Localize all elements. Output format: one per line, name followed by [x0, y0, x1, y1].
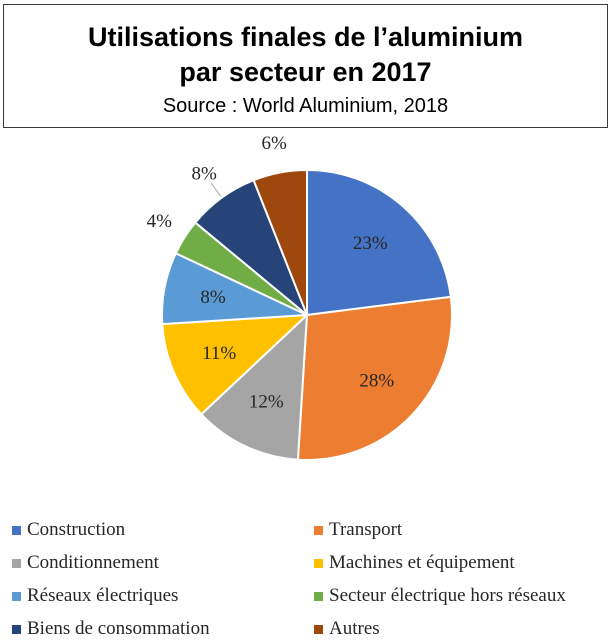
data-label-conditionnement: 12% — [249, 392, 284, 413]
data-label-machines-et-equipement: 11% — [202, 343, 236, 364]
chart-legend: Construction Transport Conditionnement Mach… — [0, 512, 614, 642]
legend-label: Conditionnement — [27, 552, 159, 573]
legend-swatch — [314, 558, 323, 568]
legend-swatch — [314, 525, 323, 535]
legend-label: Biens de consommation — [27, 618, 210, 639]
legend-item-transport: Transport — [314, 518, 402, 542]
legend-label: Construction — [27, 519, 126, 540]
chart-source: Source : World Aluminium, 2018 — [162, 95, 449, 117]
data-label-transport: 28% — [359, 371, 394, 392]
pie-chart: 23% 28% 12% 11% 8% 4% 8% 6% — [147, 133, 453, 461]
legend-swatch — [314, 591, 323, 601]
pie-slice-autres — [252, 168, 308, 316]
legend-swatch — [12, 591, 21, 601]
pie-slice-conditionnement — [199, 312, 309, 461]
legend-label: Autres — [329, 618, 380, 639]
chart-title-line-1: Utilisations finales de l’aluminium — [87, 22, 524, 52]
data-label-secteur-electrique-hors-reseaux: 4% — [147, 211, 173, 232]
data-label-autres: 6% — [262, 133, 288, 154]
legend-item-construction: Construction — [12, 518, 125, 542]
legend-item-autres: Autres — [314, 617, 380, 641]
legend-label: Machines et équipement — [329, 552, 515, 573]
legend-item-reseaux-electriques: Réseaux électriques — [12, 584, 178, 608]
legend-item-conditionnement: Conditionnement — [12, 551, 159, 575]
legend-label: Transport — [329, 519, 403, 540]
data-label-reseaux-electriques: 8% — [200, 287, 226, 308]
legend-item-machines-et-equipement: Machines et équipement — [314, 551, 515, 575]
pie-slice-construction — [306, 168, 452, 317]
chart-title-line-2: par secteur en 2017 — [179, 57, 432, 87]
legend-item-biens-de-consommation: Biens de consommation — [12, 617, 210, 641]
chart-title-box: Utilisations finales de l’aluminium par … — [3, 4, 608, 128]
data-label-biens-de-consommation: 8% — [191, 163, 217, 184]
legend-swatch — [12, 624, 21, 634]
legend-label: Réseaux électriques — [27, 585, 179, 606]
pie-slice-machines-et-equipement — [161, 313, 310, 416]
pie-slice-transport — [296, 295, 453, 461]
legend-swatch — [12, 525, 21, 535]
legend-label: Secteur électrique hors réseaux — [329, 585, 566, 606]
legend-swatch — [12, 558, 21, 568]
legend-item-secteur-electrique-hors-reseaux: Secteur électrique hors réseaux — [314, 584, 566, 608]
data-label-construction: 23% — [353, 233, 388, 254]
legend-swatch — [314, 624, 323, 634]
leader-line-biens-de-consommation — [210, 182, 222, 197]
